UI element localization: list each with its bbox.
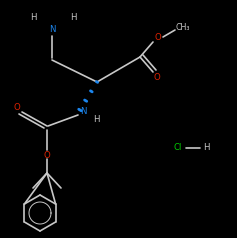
Text: H: H [203,144,209,153]
Text: Cl: Cl [174,144,182,153]
Text: H: H [30,13,36,21]
Text: H: H [70,13,76,21]
Text: O: O [155,33,161,41]
Text: N: N [80,108,86,116]
Text: H: H [93,115,99,124]
Text: O: O [154,73,160,81]
Text: CH₃: CH₃ [176,23,190,31]
Text: N: N [49,25,55,35]
Text: O: O [44,150,50,159]
Text: O: O [14,103,20,111]
